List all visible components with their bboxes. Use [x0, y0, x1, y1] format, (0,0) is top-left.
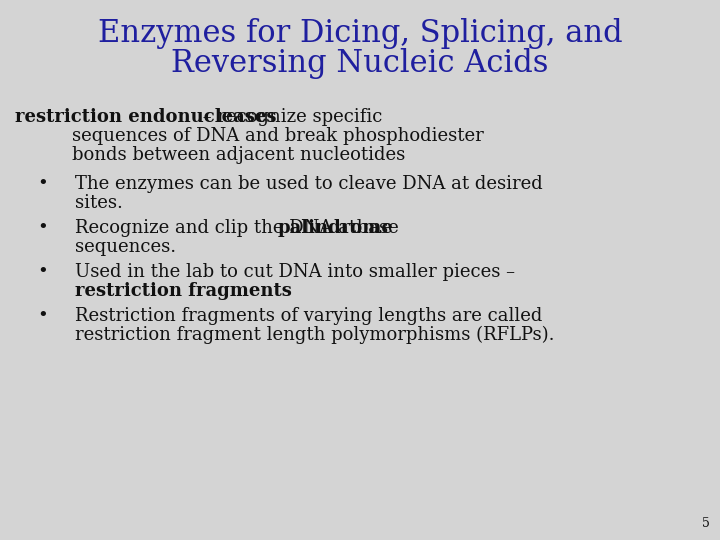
- Text: •: •: [37, 307, 48, 325]
- Text: – recognize specific: – recognize specific: [197, 108, 382, 126]
- Text: Restriction fragments of varying lengths are called: Restriction fragments of varying lengths…: [75, 307, 542, 325]
- Text: palindrome: palindrome: [278, 219, 394, 237]
- Text: restriction fragments: restriction fragments: [75, 282, 292, 300]
- Text: Reversing Nucleic Acids: Reversing Nucleic Acids: [171, 48, 549, 79]
- Text: Used in the lab to cut DNA into smaller pieces –: Used in the lab to cut DNA into smaller …: [75, 263, 515, 281]
- Text: •: •: [37, 175, 48, 193]
- Text: bonds between adjacent nucleotides: bonds between adjacent nucleotides: [72, 146, 405, 164]
- Text: sequences of DNA and break phosphodiester: sequences of DNA and break phosphodieste…: [72, 127, 484, 145]
- Text: base: base: [351, 219, 398, 237]
- Text: Enzymes for Dicing, Splicing, and: Enzymes for Dicing, Splicing, and: [98, 18, 622, 49]
- Text: sites.: sites.: [75, 194, 123, 212]
- Text: restriction fragment length polymorphisms (RFLPs).: restriction fragment length polymorphism…: [75, 326, 554, 345]
- Text: •: •: [37, 219, 48, 237]
- Text: restriction endonucleases: restriction endonucleases: [15, 108, 276, 126]
- Text: 5: 5: [702, 517, 710, 530]
- Text: Recognize and clip the DNA at: Recognize and clip the DNA at: [75, 219, 362, 237]
- Text: The enzymes can be used to cleave DNA at desired: The enzymes can be used to cleave DNA at…: [75, 175, 543, 193]
- Text: •: •: [37, 263, 48, 281]
- Text: sequences.: sequences.: [75, 238, 176, 256]
